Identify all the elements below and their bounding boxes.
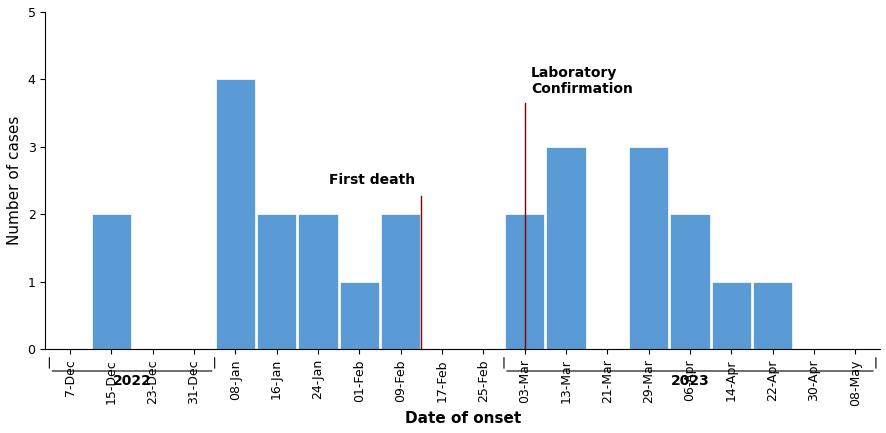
- X-axis label: Date of onset: Date of onset: [404, 411, 520, 426]
- Bar: [628, 147, 667, 349]
- Text: 2023: 2023: [670, 375, 709, 388]
- Bar: [752, 282, 791, 349]
- Bar: [91, 214, 131, 349]
- Bar: [670, 214, 709, 349]
- Bar: [257, 214, 296, 349]
- Bar: [298, 214, 338, 349]
- Y-axis label: Number of cases: Number of cases: [7, 116, 22, 246]
- Bar: [339, 282, 378, 349]
- Text: Laboratory
Confirmation: Laboratory Confirmation: [530, 66, 632, 96]
- Bar: [504, 214, 544, 349]
- Text: 2022: 2022: [113, 375, 152, 388]
- Text: First death: First death: [329, 174, 415, 187]
- Bar: [215, 79, 254, 349]
- Bar: [381, 214, 420, 349]
- Bar: [711, 282, 750, 349]
- Bar: [546, 147, 585, 349]
